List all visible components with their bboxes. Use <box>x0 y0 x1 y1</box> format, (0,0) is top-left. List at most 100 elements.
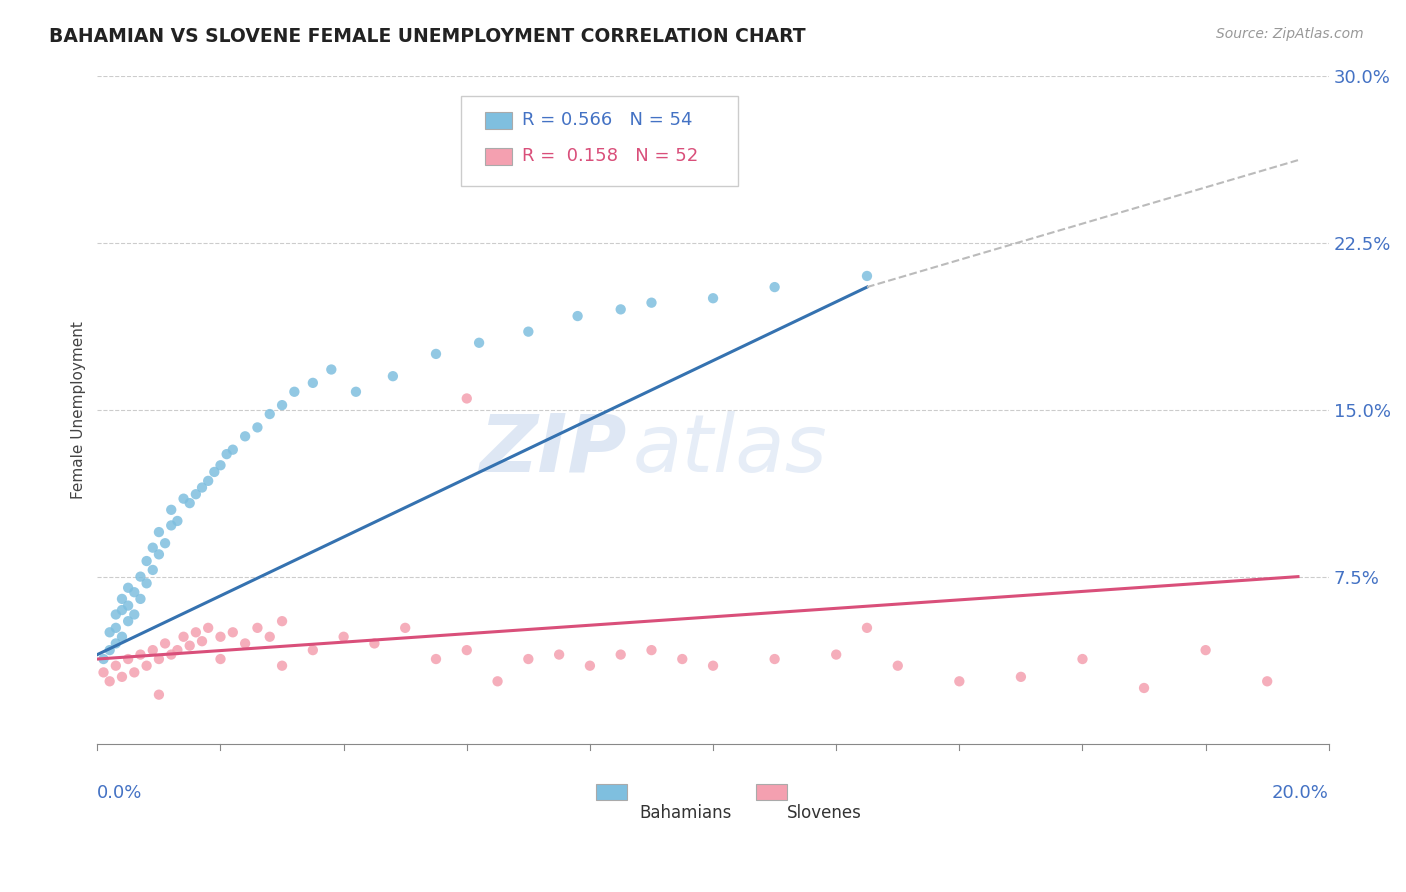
Point <box>142 643 165 657</box>
Point <box>93 652 115 666</box>
Point <box>184 625 207 640</box>
Point <box>135 658 157 673</box>
Point <box>517 652 540 666</box>
Point <box>173 491 195 506</box>
Point <box>148 688 170 702</box>
Point <box>117 614 139 628</box>
Point <box>117 581 139 595</box>
Point <box>111 630 134 644</box>
Point <box>363 636 385 650</box>
Point <box>468 335 491 350</box>
Point <box>302 643 325 657</box>
Point <box>124 607 146 622</box>
Point <box>142 563 165 577</box>
Point <box>609 302 631 317</box>
Point <box>222 442 245 457</box>
Point <box>271 614 294 628</box>
Point <box>184 487 207 501</box>
Point <box>609 648 631 662</box>
Point <box>246 420 269 434</box>
Point <box>486 674 509 689</box>
Point <box>567 309 589 323</box>
Point <box>763 280 786 294</box>
Point <box>344 384 367 399</box>
Point <box>640 295 662 310</box>
Point <box>160 518 183 533</box>
Text: R = 0.566   N = 54: R = 0.566 N = 54 <box>522 111 693 128</box>
Point <box>763 652 786 666</box>
Point <box>425 347 447 361</box>
Text: Source: ZipAtlas.com: Source: ZipAtlas.com <box>1216 27 1364 41</box>
Point <box>1133 681 1156 695</box>
Text: 0.0%: 0.0% <box>97 784 143 802</box>
Point <box>111 591 134 606</box>
Point <box>259 630 281 644</box>
Point <box>129 591 152 606</box>
Point <box>173 630 195 644</box>
Point <box>166 643 188 657</box>
Point <box>1010 670 1032 684</box>
Point <box>271 658 294 673</box>
Point <box>283 384 305 399</box>
Point <box>702 291 724 305</box>
Point <box>191 634 214 648</box>
Point <box>148 525 170 540</box>
Point <box>215 447 238 461</box>
Point <box>117 652 139 666</box>
Point <box>124 665 146 680</box>
Point <box>1256 674 1278 689</box>
Point <box>135 554 157 568</box>
Point <box>887 658 910 673</box>
Point <box>129 569 152 583</box>
Point <box>166 514 188 528</box>
Point <box>456 392 478 406</box>
Text: Slovenes: Slovenes <box>787 804 862 822</box>
Point <box>856 621 879 635</box>
Point <box>702 658 724 673</box>
Point <box>153 636 176 650</box>
Point <box>148 652 170 666</box>
Y-axis label: Female Unemployment: Female Unemployment <box>72 320 86 499</box>
Point <box>148 547 170 561</box>
Text: R =  0.158   N = 52: R = 0.158 N = 52 <box>522 146 699 165</box>
Point <box>209 630 232 644</box>
Point <box>671 652 693 666</box>
Point <box>1071 652 1094 666</box>
Point <box>191 481 214 495</box>
Point <box>104 607 127 622</box>
Point <box>425 652 447 666</box>
Point <box>104 636 127 650</box>
Point <box>98 643 121 657</box>
Text: BAHAMIAN VS SLOVENE FEMALE UNEMPLOYMENT CORRELATION CHART: BAHAMIAN VS SLOVENE FEMALE UNEMPLOYMENT … <box>49 27 806 45</box>
Point <box>271 398 294 412</box>
Point <box>104 621 127 635</box>
Point <box>332 630 354 644</box>
Point <box>825 648 848 662</box>
Text: atlas: atlas <box>633 410 828 489</box>
Point <box>856 268 879 283</box>
Point <box>153 536 176 550</box>
Point <box>517 325 540 339</box>
Point <box>233 636 256 650</box>
Point <box>640 643 662 657</box>
Point <box>381 369 404 384</box>
Point <box>197 474 219 488</box>
Point <box>209 652 232 666</box>
Point <box>1194 643 1216 657</box>
Point <box>246 621 269 635</box>
Point <box>948 674 970 689</box>
FancyBboxPatch shape <box>756 784 787 800</box>
Point <box>93 665 115 680</box>
Point <box>117 599 139 613</box>
Point <box>302 376 325 390</box>
Point <box>579 658 602 673</box>
FancyBboxPatch shape <box>461 95 738 186</box>
Point <box>179 496 201 510</box>
Point <box>124 585 146 599</box>
Point <box>202 465 225 479</box>
Text: ZIP: ZIP <box>479 410 627 489</box>
Point <box>142 541 165 555</box>
Point <box>222 625 245 640</box>
Point <box>129 648 152 662</box>
Point <box>394 621 416 635</box>
